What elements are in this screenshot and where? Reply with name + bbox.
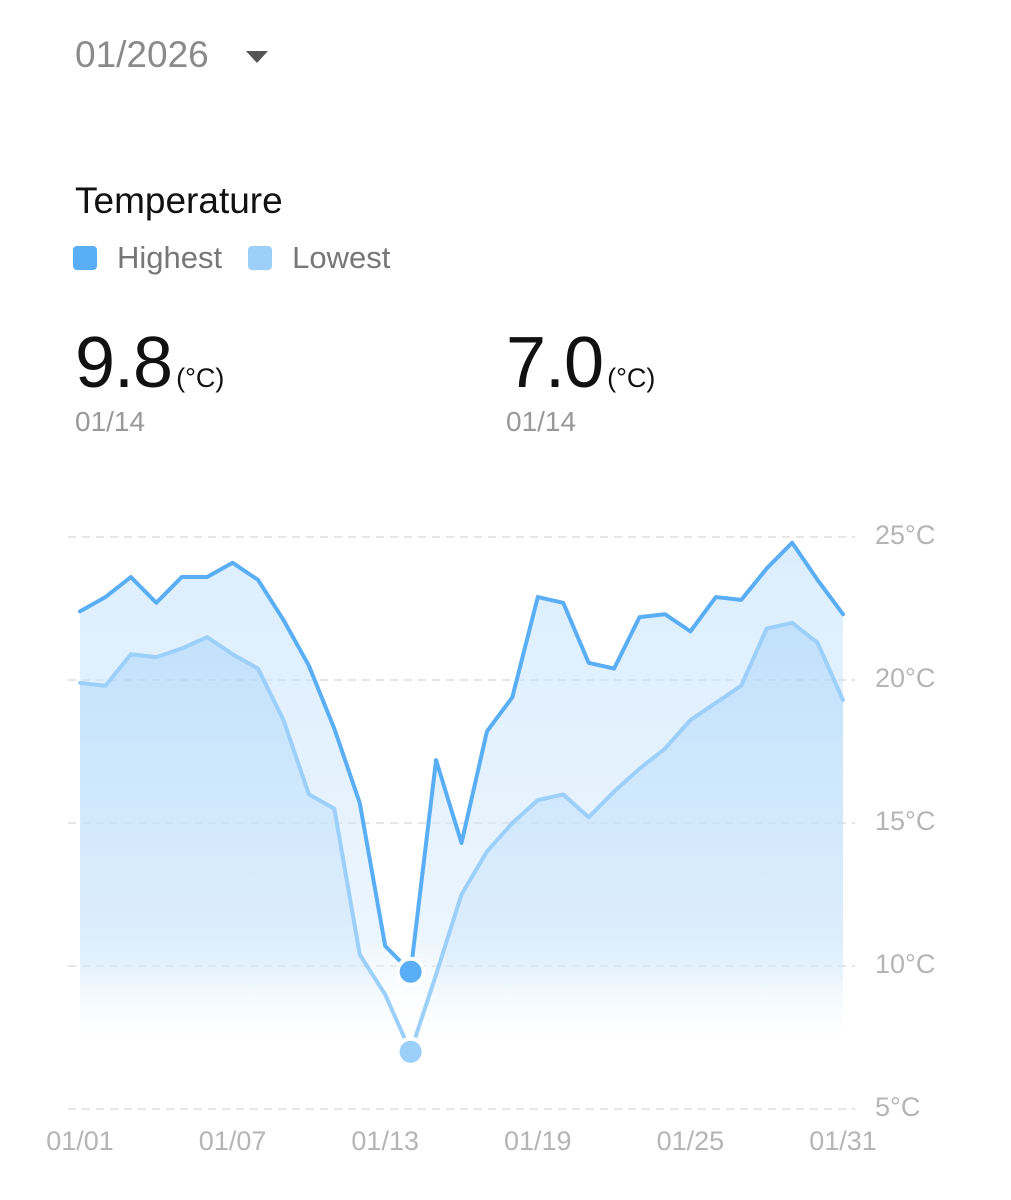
summary-date: 01/14 [506,406,577,437]
line [78,620,845,1054]
legend-label: Lowest [292,240,391,275]
summary-date: 01/14 [75,406,146,437]
dropdown-caret[interactable] [245,49,269,65]
legend-label: Highest [117,240,223,275]
min-point [395,1036,426,1067]
x-tick-label: 01/31 [809,1126,877,1156]
x-tick-label: 01/13 [351,1126,419,1156]
legend-swatch [73,246,97,270]
x-tick-label: 01/19 [504,1126,572,1156]
summary-high: 9.8 (°C) 01/14 [75,322,224,438]
y-tick-label: 5°C [875,1092,920,1122]
summary-value: 9.8 [75,323,173,403]
y-tick-label: 15°C [875,806,935,836]
y-tick-label: 20°C [875,663,935,693]
summary-low: 7.0 (°C) 01/14 [506,322,655,438]
legend-item[interactable]: Lowest [248,240,390,276]
area [80,622,843,1052]
x-tick-label: 01/07 [199,1126,267,1156]
y-tick-label: 10°C [875,949,935,979]
x-tick-label: 01/25 [657,1126,725,1156]
legend-item[interactable]: Highest [73,240,222,276]
legend-swatch [248,246,273,270]
x-tick-label: 01/01 [46,1126,114,1156]
summary-unit: (°C) [607,363,656,393]
summary-value: 7.0 [506,323,604,403]
summary-unit: (°C) [176,363,225,393]
min-point [395,956,426,987]
month-picker[interactable]: 01/2026 [75,34,209,75]
legend: Highest Lowest [73,240,416,276]
y-tick-label: 25°C [875,520,935,550]
chart-title: Temperature [75,180,283,221]
line [78,540,845,974]
